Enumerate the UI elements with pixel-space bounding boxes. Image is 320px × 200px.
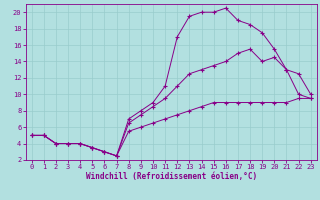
- X-axis label: Windchill (Refroidissement éolien,°C): Windchill (Refroidissement éolien,°C): [86, 172, 257, 181]
